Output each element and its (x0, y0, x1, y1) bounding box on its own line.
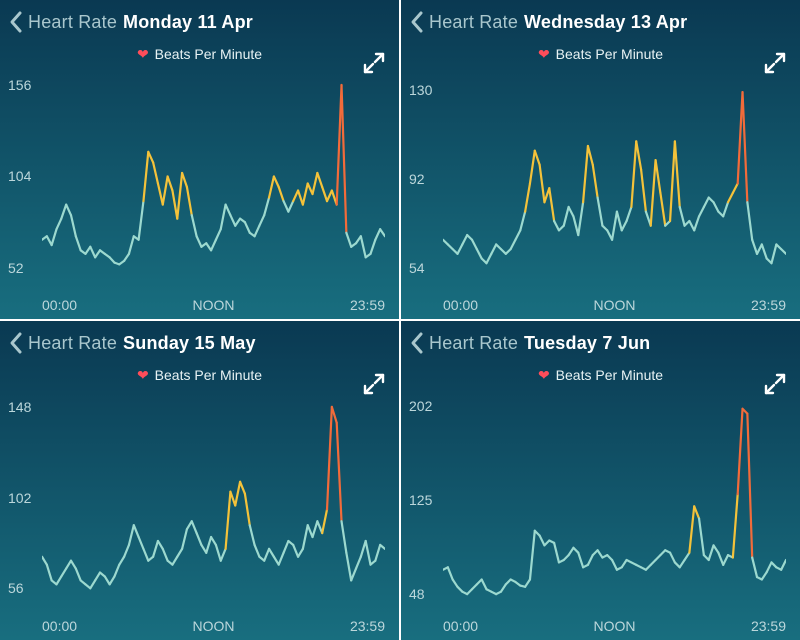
y-tick-label: 52 (8, 260, 24, 276)
heart-icon: ❤ (538, 367, 550, 383)
x-start: 00:00 (443, 297, 478, 313)
x-axis-labels: 00:00 NOON 23:59 (443, 297, 786, 313)
expand-icon[interactable] (363, 373, 385, 395)
x-start: 00:00 (443, 618, 478, 634)
panel-header: Heart Rate Wednesday 13 Apr (401, 0, 800, 38)
y-axis-labels: 56 102 148 (8, 399, 42, 610)
chart-area: 54 92 130 (401, 78, 800, 289)
legend: ❤ Beats Per Minute (401, 46, 800, 63)
x-mid: NOON (193, 297, 235, 313)
x-mid: NOON (193, 618, 235, 634)
x-axis-labels: 00:00 NOON 23:59 (42, 297, 385, 313)
expand-icon[interactable] (363, 52, 385, 74)
panel-header: Heart Rate Sunday 15 May (0, 321, 399, 359)
y-tick-label: 156 (8, 77, 31, 93)
legend-text: Beats Per Minute (155, 367, 262, 383)
y-tick-label: 48 (409, 586, 425, 602)
y-tick-label: 104 (8, 168, 31, 184)
date-label: Monday 11 Apr (123, 12, 253, 33)
heart-icon: ❤ (137, 367, 149, 383)
legend: ❤ Beats Per Minute (0, 46, 399, 63)
screen-title[interactable]: Heart Rate (28, 12, 117, 33)
x-axis-labels: 00:00 NOON 23:59 (42, 618, 385, 634)
panel-header: Heart Rate Tuesday 7 Jun (401, 321, 800, 359)
back-chevron-icon[interactable] (409, 331, 425, 355)
x-end: 23:59 (751, 618, 786, 634)
legend-text: Beats Per Minute (155, 46, 262, 62)
hr-panel: Heart Rate Monday 11 Apr ❤ Beats Per Minut… (0, 0, 399, 319)
date-label: Wednesday 13 Apr (524, 12, 687, 33)
y-tick-label: 148 (8, 399, 31, 415)
chart-area: 48 125 202 (401, 399, 800, 610)
chart-area: 56 102 148 (0, 399, 399, 610)
y-tick-label: 92 (409, 171, 425, 187)
x-end: 23:59 (350, 618, 385, 634)
hr-panel: Heart Rate Tuesday 7 Jun ❤ Beats Per Minut… (401, 321, 800, 640)
hr-panel: Heart Rate Wednesday 13 Apr ❤ Beats Per Mi… (401, 0, 800, 319)
y-tick-label: 56 (8, 580, 24, 596)
y-axis-labels: 48 125 202 (409, 399, 443, 610)
legend: ❤ Beats Per Minute (0, 367, 399, 384)
x-axis-labels: 00:00 NOON 23:59 (443, 618, 786, 634)
chart-plot[interactable] (42, 399, 385, 610)
x-start: 00:00 (42, 618, 77, 634)
screen-title[interactable]: Heart Rate (28, 333, 117, 354)
y-tick-label: 125 (409, 492, 432, 508)
y-tick-label: 54 (409, 260, 425, 276)
hr-panel: Heart Rate Sunday 15 May ❤ Beats Per Minut… (0, 321, 399, 640)
y-tick-label: 102 (8, 490, 31, 506)
x-mid: NOON (594, 297, 636, 313)
chart-plot[interactable] (443, 78, 786, 289)
y-tick-label: 130 (409, 82, 432, 98)
y-axis-labels: 52 104 156 (8, 78, 42, 289)
chart-plot[interactable] (443, 399, 786, 610)
x-start: 00:00 (42, 297, 77, 313)
x-mid: NOON (594, 618, 636, 634)
panels-grid: Heart Rate Monday 11 Apr ❤ Beats Per Minut… (0, 0, 800, 640)
heart-icon: ❤ (538, 46, 550, 62)
legend-text: Beats Per Minute (556, 46, 663, 62)
y-tick-label: 202 (409, 398, 432, 414)
heart-icon: ❤ (137, 46, 149, 62)
screen-title[interactable]: Heart Rate (429, 333, 518, 354)
screen-title[interactable]: Heart Rate (429, 12, 518, 33)
back-chevron-icon[interactable] (8, 10, 24, 34)
back-chevron-icon[interactable] (8, 331, 24, 355)
panel-header: Heart Rate Monday 11 Apr (0, 0, 399, 38)
legend: ❤ Beats Per Minute (401, 367, 800, 384)
x-end: 23:59 (751, 297, 786, 313)
back-chevron-icon[interactable] (409, 10, 425, 34)
y-axis-labels: 54 92 130 (409, 78, 443, 289)
date-label: Sunday 15 May (123, 333, 256, 354)
x-end: 23:59 (350, 297, 385, 313)
expand-icon[interactable] (764, 373, 786, 395)
legend-text: Beats Per Minute (556, 367, 663, 383)
chart-area: 52 104 156 (0, 78, 399, 289)
date-label: Tuesday 7 Jun (524, 333, 650, 354)
chart-plot[interactable] (42, 78, 385, 289)
expand-icon[interactable] (764, 52, 786, 74)
